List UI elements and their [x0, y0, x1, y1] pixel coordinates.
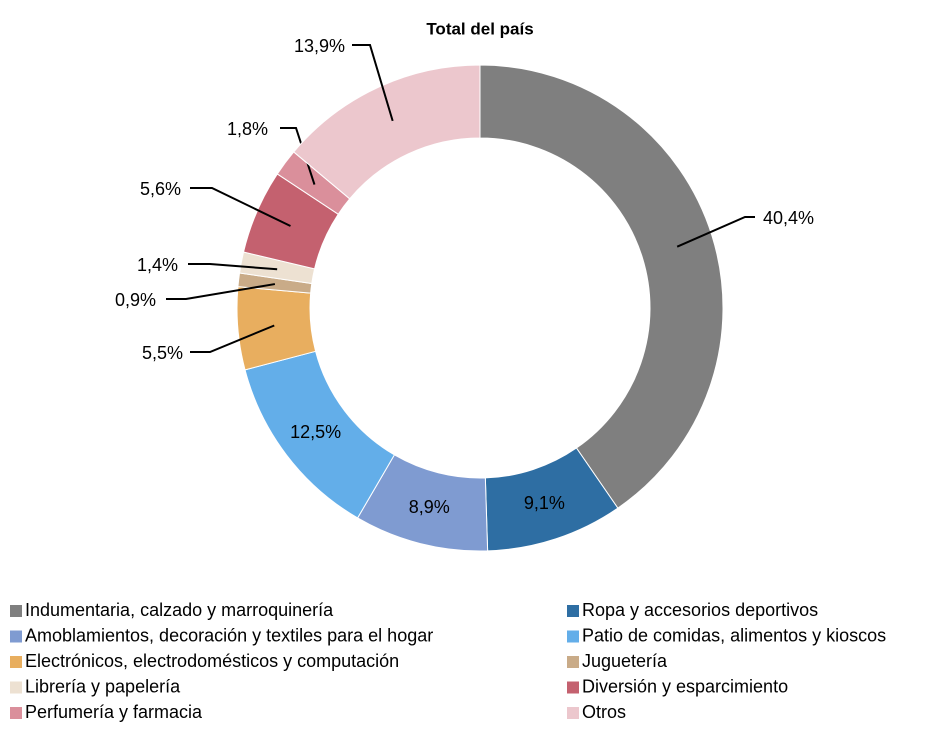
- legend-label: Librería y papelería: [25, 676, 181, 696]
- legend-label: Electrónicos, electrodomésticos y comput…: [25, 651, 399, 671]
- legend-swatch: [567, 656, 579, 668]
- legend-swatch: [10, 656, 22, 668]
- leader-line: [190, 187, 291, 227]
- legend-label: Ropa y accesorios deportivos: [582, 600, 818, 620]
- chart-title: Total del país: [426, 19, 533, 38]
- data-label: 5,5%: [142, 343, 183, 363]
- donut-slice: [479, 64, 724, 509]
- legend-label: Juguetería: [582, 651, 668, 671]
- leader-line: [188, 263, 278, 271]
- leader-line: [280, 127, 316, 185]
- legend-swatch: [567, 630, 579, 643]
- legend-swatch: [10, 681, 22, 694]
- data-label: 1,4%: [137, 255, 178, 275]
- legend-label: Diversión y esparcimiento: [582, 676, 788, 696]
- legend-swatch: [567, 605, 579, 617]
- leader-line: [676, 216, 755, 248]
- data-label: 8,9%: [409, 497, 450, 517]
- data-label: 0,9%: [115, 290, 156, 310]
- legend-label: Perfumería y farmacia: [25, 702, 203, 722]
- leader-line: [166, 283, 276, 300]
- leader-line: [352, 44, 394, 122]
- legend-label: Otros: [582, 702, 626, 722]
- data-label: 5,6%: [140, 179, 181, 199]
- data-label: 1,8%: [227, 119, 268, 139]
- data-label: 9,1%: [524, 493, 565, 513]
- legend-swatch: [10, 605, 22, 617]
- legend-label: Amoblamientos, decoración y textiles par…: [25, 625, 433, 645]
- data-label: 40,4%: [763, 208, 814, 228]
- data-label: 12,5%: [290, 422, 341, 442]
- legend-label: Patio de comidas, alimentos y kioscos: [582, 625, 886, 645]
- legend-swatch: [567, 681, 579, 694]
- leader-line: [190, 324, 275, 353]
- legend-label: Indumentaria, calzado y marroquinería: [25, 600, 334, 620]
- data-label: 13,9%: [294, 36, 345, 56]
- legend-swatch: [10, 630, 22, 643]
- donut-slice: [293, 64, 481, 200]
- legend-swatch: [567, 707, 579, 719]
- legend-swatch: [10, 707, 22, 719]
